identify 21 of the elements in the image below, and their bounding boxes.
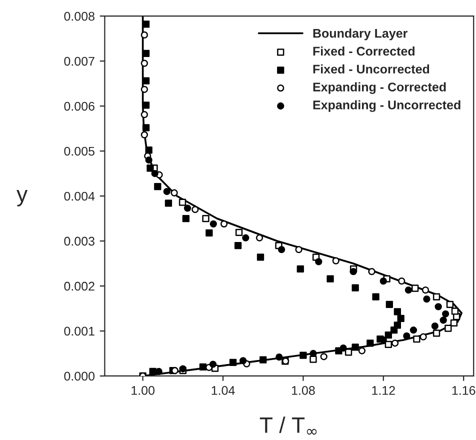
y-tick-label: 0.007	[64, 56, 94, 66]
y-tick-label: 0.008	[64, 12, 94, 21]
y-tick-label: 0.000	[64, 372, 95, 381]
legend-label: Fixed - Uncorrected	[313, 64, 430, 74]
x-tick-label: 1.12	[372, 386, 395, 395]
y-tick-label: 0.001	[64, 326, 94, 336]
legend-label: Boundary Layer	[313, 28, 408, 40]
legend-label: Expanding - Corrected	[313, 82, 446, 94]
legend-label: Expanding - Uncorrected	[313, 100, 460, 112]
y-tick-label: 0.003	[64, 236, 94, 246]
y-axis-title: y	[16, 190, 28, 206]
y-tick-label: 0.002	[64, 282, 94, 291]
y-tick-label: 0.006	[64, 102, 94, 111]
legend-label: Fixed - Corrected	[313, 46, 414, 56]
y-tick-label: 0.005	[64, 146, 94, 156]
x-tick-label: 1.16	[452, 386, 476, 395]
x-tick-label: 1.08	[292, 386, 315, 395]
x-axis-title: T / T$_{∞}$	[260, 416, 317, 435]
x-tick-label: 1.04	[212, 386, 235, 395]
x-tick-label: 1.00	[132, 386, 154, 395]
y-tick-label: 0.004	[64, 192, 95, 201]
